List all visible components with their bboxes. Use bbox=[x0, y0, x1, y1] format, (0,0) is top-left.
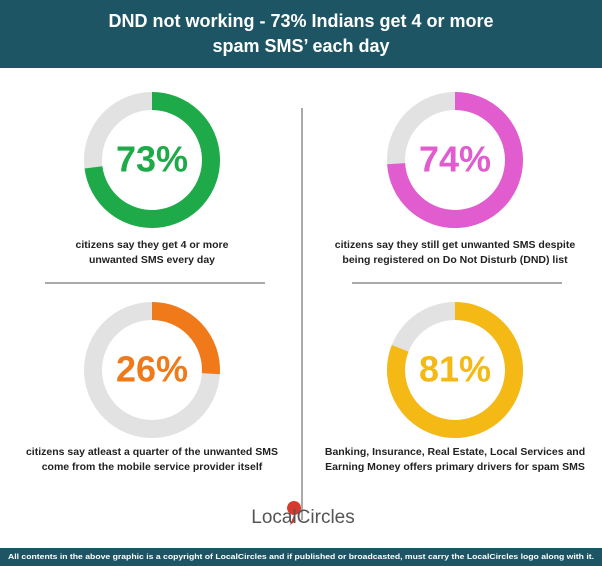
percent-label: 74% bbox=[419, 139, 491, 180]
caption: being registered on Do Not Disturb (DND)… bbox=[342, 254, 568, 266]
title-line: DND not working - 73% Indians get 4 or m… bbox=[108, 11, 493, 31]
logo: LocalCircles bbox=[251, 501, 355, 528]
caption: come from the mobile service provider it… bbox=[42, 461, 263, 473]
logo-pin bbox=[287, 501, 302, 525]
footer-band bbox=[0, 548, 602, 566]
caption: citizens say they get 4 or more bbox=[76, 239, 229, 251]
caption: citizens say atleast a quarter of the un… bbox=[26, 446, 278, 458]
logo-text: LocalCircles bbox=[251, 507, 354, 528]
donut-arc bbox=[387, 302, 523, 438]
donut-arc bbox=[84, 92, 220, 228]
percent-label: 73% bbox=[116, 139, 188, 180]
percent-label: 26% bbox=[116, 349, 188, 390]
donut-arc bbox=[387, 92, 523, 228]
caption: Earning Money offers primary drivers for… bbox=[325, 461, 585, 473]
title-line: spam SMS’ each day bbox=[212, 36, 389, 56]
donut-arc bbox=[151, 302, 220, 375]
caption: unwanted SMS every day bbox=[89, 254, 215, 266]
caption: citizens say they still get unwanted SMS… bbox=[335, 239, 576, 251]
footer-text: All contents in the above graphic is a c… bbox=[8, 552, 594, 561]
percent-label: 81% bbox=[419, 349, 491, 390]
header-band bbox=[0, 0, 602, 68]
caption: Banking, Insurance, Real Estate, Local S… bbox=[325, 446, 585, 458]
